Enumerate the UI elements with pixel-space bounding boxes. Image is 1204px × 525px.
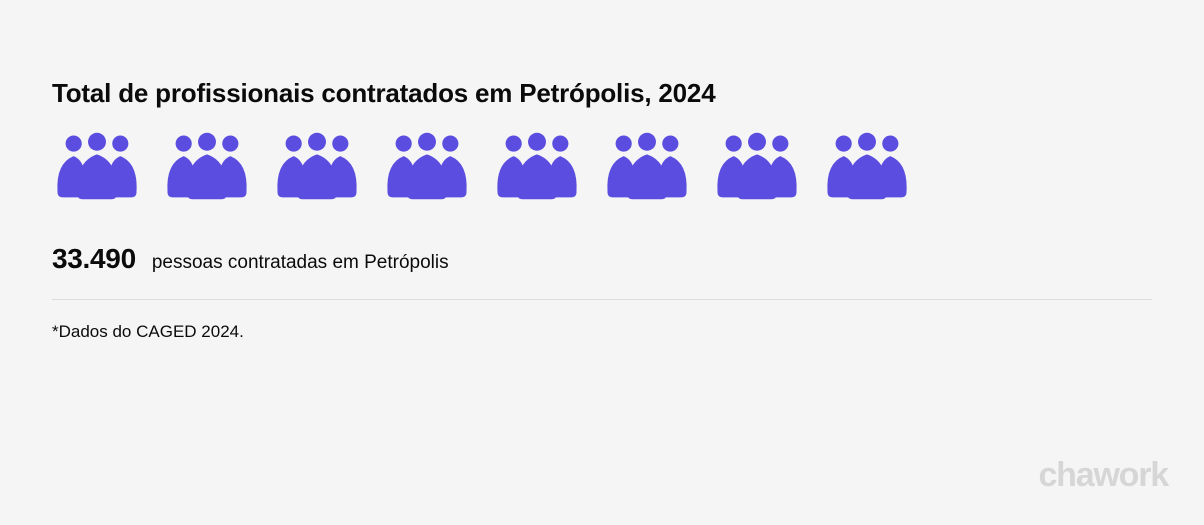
people-group-icon	[382, 131, 472, 201]
people-group-icon	[822, 131, 912, 201]
people-group-icon	[52, 131, 142, 201]
people-group-icon	[272, 131, 362, 201]
stat-value: 33.490	[52, 243, 136, 275]
divider	[52, 299, 1152, 300]
source-note: *Dados do CAGED 2024.	[52, 322, 1152, 342]
infographic-canvas: Total de profissionais contratados em Pe…	[0, 0, 1204, 525]
chart-title: Total de profissionais contratados em Pe…	[52, 78, 1152, 109]
pictogram-row	[52, 131, 1152, 201]
stat-label: pessoas contratadas em Petrópolis	[152, 252, 449, 274]
people-group-icon	[492, 131, 582, 201]
brand-wordmark: chawork	[1038, 456, 1168, 495]
people-group-icon	[602, 131, 692, 201]
people-group-icon	[712, 131, 802, 201]
people-group-icon	[162, 131, 252, 201]
stat-line: 33.490 pessoas contratadas em Petrópolis	[52, 243, 1152, 275]
